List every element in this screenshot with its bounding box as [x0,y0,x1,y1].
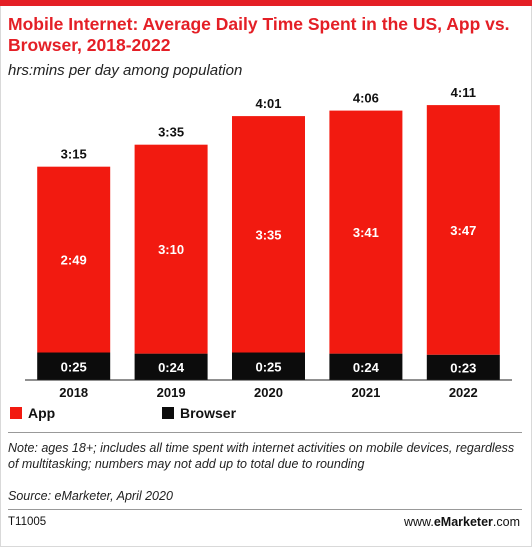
bar-app-2021 [329,110,403,354]
bar-app-2019 [134,144,208,354]
chart-subtitle: hrs:mins per day among population [8,62,243,79]
bar-browser-2020 [232,352,305,380]
bar-app-2022 [426,105,500,355]
bar-browser-2022 [426,354,500,380]
label-total-2021: 4:06 [353,91,379,106]
label-app-2021: 3:41 [353,225,379,240]
x-tick-2020: 2020 [254,385,283,400]
label-total-2019: 3:35 [158,125,184,140]
label-app-2022: 3:47 [450,223,476,238]
label-browser-2021: 0:24 [353,360,380,375]
footnote: Note: ages 18+; includes all time spent … [8,441,515,471]
x-tick-2022: 2022 [449,385,478,400]
label-app-2019: 3:10 [158,242,184,257]
x-tick-2019: 2019 [157,385,186,400]
bar-app-2020 [232,116,305,353]
label-total-2020: 4:01 [255,96,281,111]
legend-swatch-browser [162,407,174,419]
label-app-2018: 2:49 [61,253,87,268]
bar-browser-2021 [329,353,403,380]
label-browser-2022: 0:23 [450,360,476,375]
x-tick-2018: 2018 [59,385,88,400]
legend-label-app: App [28,405,56,421]
bottom-divider [8,509,522,510]
brand-name: eMarketer [433,515,493,529]
bar-browser-2018 [37,352,111,380]
accent-bar [0,0,532,6]
label-app-2020: 3:35 [255,227,281,242]
brand-suffix: .com [492,515,520,529]
legend-label-browser: Browser [180,405,237,421]
chart-code: T11005 [8,516,47,528]
bar-chart: 0:25 2:49 3:15 2018 0:24 3:10 3:35 2019 0:25 3:35… [25,85,512,400]
brand-prefix: www. [403,515,434,529]
source-text: Source: eMarketer, April 2020 [8,489,173,503]
label-total-2018: 3:15 [61,147,87,162]
label-total-2022: 4:11 [451,85,476,100]
bar-browser-2019 [134,353,208,380]
bar-app-2018 [37,166,111,353]
label-browser-2020: 0:25 [255,359,281,374]
brand-url: www.eMarketer.com [404,515,520,529]
label-browser-2018: 0:25 [61,359,87,374]
label-browser-2019: 0:24 [158,360,185,375]
x-tick-2021: 2021 [351,385,380,400]
legend-swatch-app [10,407,22,419]
footer-divider [8,432,522,433]
legend-item-app: App [10,404,55,422]
legend-item-browser: Browser [162,404,236,422]
chart-title: Mobile Internet: Average Daily Time Spen… [8,14,510,55]
